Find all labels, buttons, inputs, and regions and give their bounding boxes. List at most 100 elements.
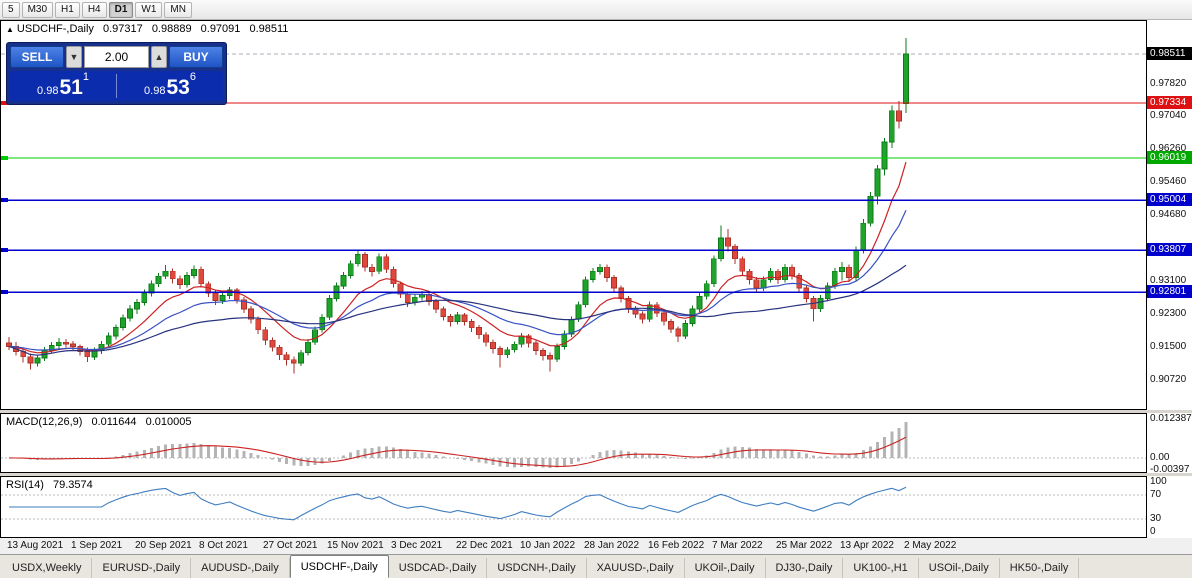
candle-body — [775, 270, 781, 281]
time-axis-row: 13 Aug 2021 1 Sep 2021 20 Sep 2021 8 Oct 20… — [0, 538, 1192, 554]
chart-tab-xauusd-daily[interactable]: XAUUSD-,Daily — [587, 558, 685, 578]
candle-body — [739, 258, 746, 272]
candle-body — [433, 300, 440, 310]
candle-body — [262, 329, 269, 341]
timeframe-button-D1[interactable]: D1 — [108, 1, 134, 18]
price-axis[interactable]: 0.97820 0.97040 0.96260 0.95460 0.94680 0.931… — [1147, 20, 1192, 410]
candle-body — [340, 275, 347, 287]
trade-prices-row: 0.98 51 1 0.98 53 6 — [10, 71, 223, 101]
candle-body — [454, 314, 461, 322]
volume-increase-button[interactable]: ▲ — [151, 46, 167, 68]
price-axis-label: 0.91500 — [1150, 341, 1187, 353]
chart-tab-hk50-daily[interactable]: HK50-,Daily — [1000, 558, 1080, 578]
level-left-marker — [1, 155, 8, 160]
candle-body — [148, 283, 155, 294]
candle-body — [198, 268, 205, 285]
price-axis-label: 0.97820 — [1150, 77, 1187, 89]
level-left-marker — [1, 101, 8, 105]
chart-tab-usoil-daily[interactable]: USOil-,Daily — [919, 558, 1000, 578]
chart-tab-ukoil-daily[interactable]: UKOil-,Daily — [685, 558, 766, 578]
rsi-panel[interactable]: RSI(14) 79.3574 — [0, 476, 1147, 538]
chart-tab-usdchf-daily[interactable]: USDCHF-,Daily — [289, 555, 389, 578]
rsi-label: RSI(14) — [6, 479, 44, 491]
candle-body — [212, 292, 219, 301]
chart-tab-usdcnh-daily[interactable]: USDCNH-,Daily — [487, 558, 587, 578]
chart-symbol-period: USDCHF-,Daily — [16, 23, 94, 35]
bar-close-value: 0.98511 — [249, 23, 289, 35]
candle-body — [760, 279, 767, 289]
candle-body — [447, 315, 454, 322]
candle-body — [575, 304, 582, 320]
time-axis-label: 1 Sep 2021 — [71, 540, 123, 551]
candle-body — [312, 329, 319, 343]
candle-body — [903, 53, 909, 105]
candle-body — [397, 283, 404, 295]
buy-button[interactable]: BUY — [169, 46, 223, 68]
timeframe-button-M30[interactable]: M30 — [21, 1, 54, 18]
chart-tab-audusd-daily[interactable]: AUDUSD-,Daily — [191, 558, 290, 578]
chart-tab-eurusd-daily[interactable]: EURUSD-,Daily — [92, 558, 192, 578]
one-click-expand-icon[interactable]: ▲ — [6, 25, 14, 34]
panel-splitter[interactable] — [0, 410, 1192, 413]
candle-body — [297, 352, 304, 364]
candle-body — [347, 263, 354, 276]
rsi-value: 79.3574 — [52, 479, 93, 491]
volume-input[interactable] — [84, 46, 149, 68]
chart-tab-usdcad-daily[interactable]: USDCAD-,Daily — [389, 558, 488, 578]
candle-body — [290, 359, 297, 364]
macd-panel[interactable]: MACD(12,26,9) 0.011644 0.010005 — [0, 413, 1147, 473]
time-axis[interactable]: 13 Aug 2021 1 Sep 2021 20 Sep 2021 8 Oct 20… — [0, 538, 1147, 554]
candle-body — [376, 256, 383, 272]
candle-body — [881, 141, 888, 170]
candle-body — [639, 313, 646, 320]
macd-row: MACD(12,26,9) 0.011644 0.010005 0.012387… — [0, 413, 1192, 473]
level-left-marker — [1, 248, 8, 253]
macd-signal-value: 0.010005 — [145, 416, 192, 428]
time-axis-label: 10 Jan 2022 — [520, 540, 576, 551]
candle-body — [305, 341, 311, 354]
sell-button[interactable]: SELL — [10, 46, 64, 68]
candle-body — [70, 343, 76, 347]
volume-decrease-button[interactable]: ▼ — [66, 46, 82, 68]
candle-body — [283, 354, 290, 361]
candle-body — [782, 266, 788, 281]
candle-body — [105, 335, 112, 345]
candle-body — [554, 345, 561, 360]
price-axis-label: 0.95460 — [1150, 176, 1187, 188]
ema-21-line — [8, 209, 907, 351]
timeframe-button-5[interactable]: 5 — [2, 1, 20, 18]
candle-body — [896, 110, 902, 122]
timeframe-button-W1[interactable]: W1 — [135, 1, 163, 18]
timeframe-button-H1[interactable]: H1 — [55, 1, 80, 18]
candle-body — [219, 295, 226, 301]
chart-tab-usdx-weekly[interactable]: USDX,Weekly — [2, 558, 93, 578]
bar-low-value: 0.97091 — [200, 23, 241, 35]
timeframe-button-H4[interactable]: H4 — [81, 1, 107, 18]
candle-body — [525, 335, 532, 344]
price-chart[interactable]: ▲ USDCHF-,Daily 0.97317 0.98889 0.97091 0… — [0, 20, 1147, 410]
candle-body — [682, 323, 689, 337]
time-axis-label: 20 Sep 2021 — [135, 540, 192, 551]
chart-tab-uk100-h1[interactable]: UK100-,H1 — [843, 558, 919, 578]
price-badge: 0.95004 — [1147, 193, 1192, 207]
rsi-axis: 100 70 30 0 — [1147, 476, 1192, 538]
sell-price-display[interactable]: 0.98 51 1 — [10, 71, 116, 101]
panel-splitter[interactable] — [0, 473, 1192, 476]
chart-tab-dj30-daily[interactable]: DJ30-,Daily — [766, 558, 844, 578]
candle-body — [604, 266, 610, 278]
price-axis-label: 0.90720 — [1150, 373, 1187, 385]
price-badge: 0.96019 — [1147, 150, 1192, 164]
price-badge: 0.98511 — [1147, 46, 1192, 60]
rsi-axis-label: 0 — [1150, 526, 1156, 537]
candle-body — [547, 355, 553, 360]
candle-body — [789, 266, 795, 276]
macd-main-value: 0.011644 — [91, 416, 137, 428]
candle-body — [134, 302, 141, 310]
timeframe-button-MN[interactable]: MN — [164, 1, 192, 18]
buy-price-display[interactable]: 0.98 53 6 — [117, 71, 223, 101]
candle-body — [846, 266, 852, 278]
time-axis-label: 7 Mar 2022 — [712, 540, 763, 551]
timeframe-toolbar: 5 M30 H1 H4 D1 W1 MN — [0, 0, 1192, 20]
candle-body — [796, 275, 803, 289]
